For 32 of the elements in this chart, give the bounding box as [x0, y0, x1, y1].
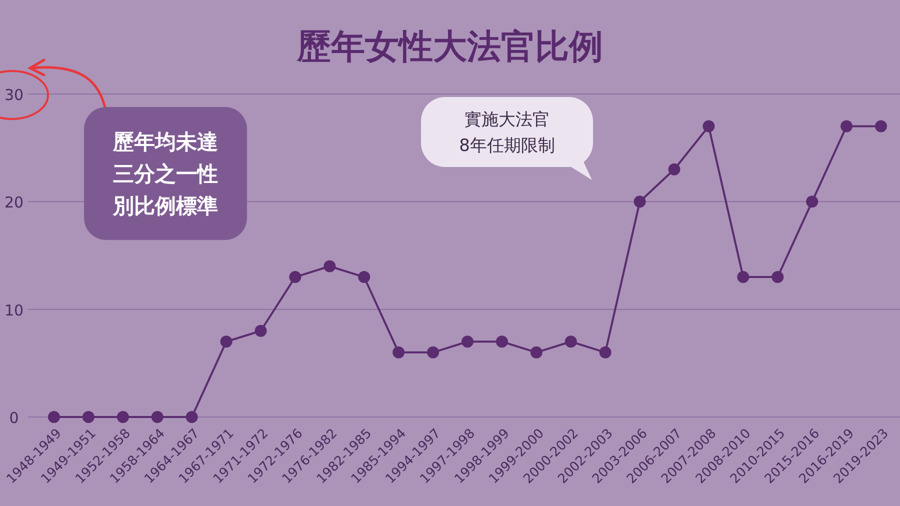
point: [564, 336, 577, 348]
chart-title: 歷年女性大法官比例: [296, 27, 603, 67]
point: [737, 271, 750, 284]
y-tick-label: 10: [4, 301, 24, 320]
point: [668, 163, 680, 176]
point: [48, 411, 60, 423]
y-tick-label: 20: [4, 194, 24, 212]
point: [254, 324, 267, 337]
point: [392, 346, 405, 358]
y-tick-label: 30: [4, 86, 24, 104]
point: [324, 260, 336, 272]
point: [496, 336, 508, 348]
point: [840, 120, 853, 132]
point: [806, 196, 818, 208]
point: [530, 346, 542, 358]
point: [702, 120, 715, 132]
point: [599, 346, 612, 358]
point: [634, 196, 646, 208]
point: [875, 120, 887, 132]
point: [186, 411, 198, 423]
annotation: 歷年均未達三分之一性別比例標準: [112, 130, 218, 218]
point: [82, 411, 94, 423]
y-tick-label: 0: [9, 409, 19, 427]
point: [151, 411, 164, 423]
point: [220, 336, 232, 348]
point: [358, 271, 370, 284]
point: [462, 336, 474, 348]
point: [772, 271, 784, 284]
annotation: 實施大法官8年任期限制: [459, 110, 555, 156]
point: [289, 271, 302, 284]
point: [427, 346, 440, 358]
point: [116, 411, 129, 423]
